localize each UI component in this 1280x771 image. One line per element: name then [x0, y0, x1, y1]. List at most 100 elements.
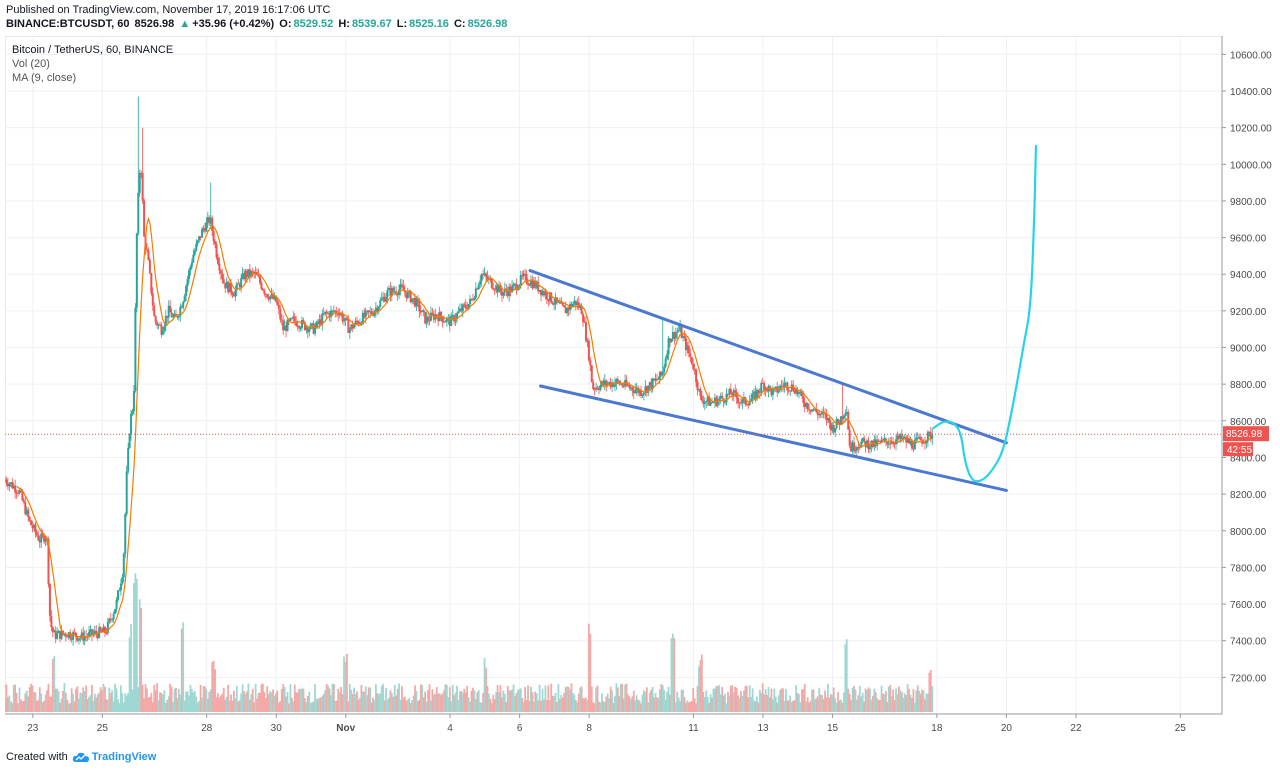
candle-body	[431, 312, 434, 314]
candle-body	[130, 413, 133, 435]
legend-title: Bitcoin / TetherUS, 60, BINANCE	[12, 44, 174, 56]
volume-bar	[921, 689, 923, 712]
volume-bar	[319, 697, 322, 712]
candle-body	[705, 401, 708, 403]
candle-body	[396, 294, 399, 296]
candle-body	[105, 632, 108, 634]
candle-body	[422, 310, 425, 312]
candle-body	[700, 396, 703, 401]
volume-bar	[22, 700, 25, 712]
candle-body	[754, 391, 757, 399]
volume-bar	[173, 688, 176, 712]
volume-bar	[373, 699, 376, 712]
volume-bar	[76, 686, 79, 712]
candle-body	[172, 315, 175, 318]
candle-body	[831, 425, 834, 431]
candle-body	[189, 266, 192, 271]
volume-bar	[931, 685, 934, 712]
volume-bar	[530, 686, 532, 712]
candle-body	[881, 439, 884, 441]
close-label: C:	[453, 18, 466, 30]
candle-body	[834, 427, 837, 433]
volume-bar	[111, 690, 114, 712]
candle-body	[848, 429, 851, 446]
candle-body	[913, 439, 916, 450]
candle-body	[185, 286, 188, 296]
volume-bar	[470, 690, 473, 712]
volume-bar	[725, 703, 728, 712]
projection-curve	[932, 144, 1038, 483]
candle-body	[227, 281, 230, 293]
volume-bar	[695, 703, 697, 712]
volume-bar	[335, 700, 338, 712]
candle-body	[211, 217, 214, 231]
candle-body	[117, 590, 120, 600]
volume-bar	[463, 688, 466, 712]
candle-body	[25, 509, 28, 515]
candle-body	[680, 325, 683, 338]
volume-bar	[56, 688, 59, 712]
volume-bar	[341, 694, 344, 712]
volume-bar	[734, 686, 737, 712]
candle-body	[238, 284, 241, 288]
volume-bar	[648, 692, 651, 712]
candle-body	[190, 262, 193, 267]
candle-body	[689, 353, 692, 358]
chart-area[interactable]: 7200.00 7400.00 7600.00 7800.00 8000.00 8200.…	[5, 36, 1275, 741]
volume-bar	[380, 685, 383, 712]
volume-bar	[615, 683, 618, 712]
volume-bar	[376, 693, 379, 712]
volume-bars	[5, 573, 934, 712]
volume-bar	[204, 686, 206, 712]
volume-bar	[354, 694, 357, 712]
candle-body	[209, 217, 212, 224]
candle-body	[72, 632, 75, 640]
candle-body	[351, 324, 354, 329]
x-tick-label: 13	[757, 723, 769, 734]
tradingview-logo[interactable]: TradingView	[72, 751, 156, 763]
volume-bar	[502, 690, 505, 712]
volume-bar	[813, 699, 816, 712]
candle-body	[632, 390, 635, 394]
candle-body	[839, 416, 842, 425]
candle-body	[684, 338, 687, 351]
volume-bar	[141, 684, 144, 712]
volume-bar	[140, 608, 143, 712]
volume-bar	[225, 696, 228, 712]
volume-bar	[703, 697, 706, 712]
volume-bar	[208, 692, 211, 712]
volume-bar	[167, 696, 170, 712]
candle-body	[892, 441, 895, 444]
candle-body	[631, 387, 634, 391]
candle-body	[251, 271, 254, 273]
candle-body	[60, 630, 63, 639]
candle-body	[221, 273, 224, 280]
candle-body	[43, 534, 46, 542]
candle-body	[127, 447, 130, 472]
volume-bar	[104, 686, 106, 712]
candle-body	[356, 320, 359, 322]
candle-body	[125, 471, 128, 515]
candle-body	[77, 638, 80, 641]
candle-body	[889, 443, 892, 445]
volume-bar	[79, 692, 82, 712]
volume-bar	[850, 700, 853, 712]
candle-body	[296, 325, 299, 327]
candle-body	[606, 383, 609, 386]
volume-bar	[474, 699, 477, 712]
candle-body	[519, 274, 522, 285]
price-chart[interactable]: 7200.00 7400.00 7600.00 7800.00 8000.00 8200.…	[5, 36, 1275, 741]
candle-body	[760, 382, 763, 392]
candle-body	[721, 395, 724, 399]
volume-bar	[608, 698, 611, 712]
candle-body	[844, 413, 847, 416]
candle-body	[816, 412, 819, 416]
candle-body	[137, 192, 140, 234]
volume-bar	[272, 689, 274, 712]
volume-bar	[567, 686, 570, 712]
volume-bar	[922, 690, 925, 712]
candle-body	[273, 295, 276, 299]
volume-bar	[17, 703, 19, 712]
candle-body	[47, 539, 50, 584]
volume-bar	[509, 690, 512, 712]
